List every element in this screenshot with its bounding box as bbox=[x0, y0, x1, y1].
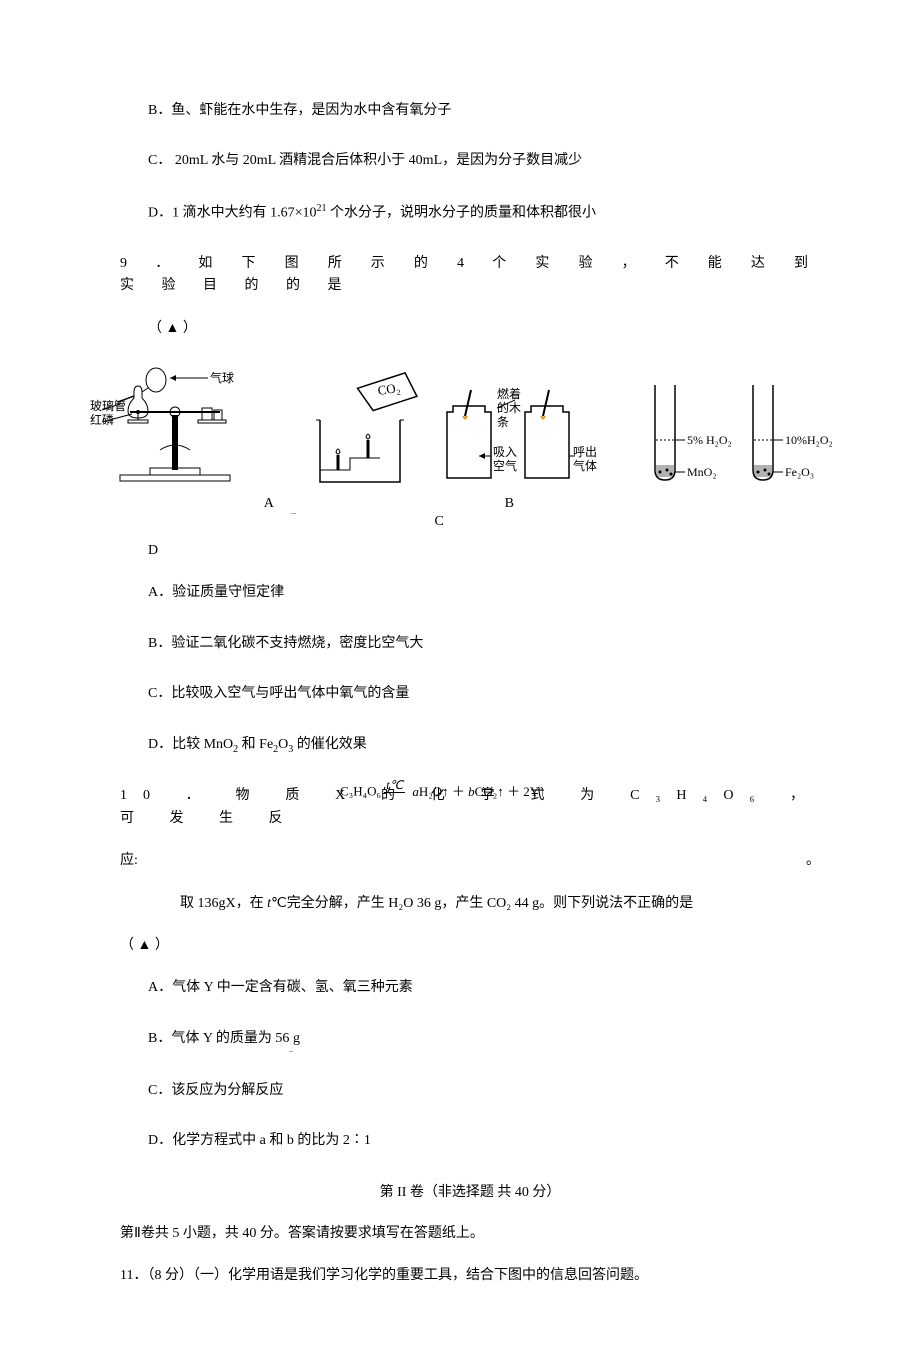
q10-equation: C₃H₄O₆ t℃ aH₂O↑ ＋ bCO₂↑ ＋ 2Y↑ bbox=[340, 779, 546, 806]
q8-option-b: B．鱼、虾能在水中生存，是因为水中含有氧分子 bbox=[148, 100, 820, 122]
dot-accent-icon bbox=[291, 496, 296, 514]
label-red-p: 红磷 bbox=[90, 412, 114, 427]
q9d-p4: 的催化效果 bbox=[293, 737, 367, 752]
q9-stem-line1: 9 ． 如 下 图 所 示 的 4 个 实 验 ， 不 能 达 到 实 验 目 … bbox=[120, 253, 820, 298]
q10-option-a: A．气体 Y 中一定含有碳、氢、氧三种元素 bbox=[148, 977, 820, 999]
lbl-c: C bbox=[435, 514, 445, 529]
balance-svg: 气球 玻璃管 红磷 bbox=[90, 360, 290, 490]
q9-option-c: C．比较吸入空气与呼出气体中氧气的含量 bbox=[148, 683, 820, 705]
label-gas: 气体 bbox=[573, 458, 597, 473]
q10-bracket: （ ▲ ） bbox=[120, 935, 820, 957]
q10-option-b: B．气体 Y 的质量为 56 g bbox=[148, 1028, 820, 1052]
q9-figure-row: 气球 玻璃管 红磷 CO₂ bbox=[90, 360, 820, 490]
q8d-prefix: D．1 滴水中大约有 1.67×10 bbox=[148, 205, 317, 220]
eq-left: C₃H₄O₆ bbox=[340, 784, 381, 799]
q10-option-d: D．化学方程式中 a 和 b 的比为 2∶1 bbox=[148, 1130, 820, 1152]
q9-figure-d: 5% H₂O₂ MnO₂ 10%H₂O₂ Fe₂O₃ bbox=[645, 370, 865, 490]
q10-stem2: 应: 。 bbox=[120, 850, 820, 872]
q9-figure-label-d: D bbox=[148, 540, 820, 562]
label-glass-tube: 玻璃管 bbox=[90, 398, 126, 413]
exam-page: B．鱼、虾能在水中生存，是因为水中含有氧分子 C． 20mL 水与 20mL 酒… bbox=[0, 0, 920, 1368]
section2-header: 第 II 卷（非选择题 共 40 分） bbox=[120, 1181, 820, 1201]
eq-cond: t℃ bbox=[384, 779, 405, 793]
q8d-exp: 21 bbox=[317, 203, 327, 214]
bottles-svg: 燃着 的木 条 吸入 空气 呼出 气体 bbox=[435, 370, 645, 490]
q9-option-d: D．比较 MnO2 和 Fe2O3 的催化效果 bbox=[148, 734, 820, 758]
q9d-p3: O bbox=[278, 737, 288, 752]
label-co2: CO₂ bbox=[377, 380, 401, 398]
q11-stem: 11．（8 分）（一）化学用语是我们学习化学的重要工具，结合下图中的信息回答问题… bbox=[120, 1265, 820, 1287]
q9d-p1: D．比较 MnO bbox=[148, 737, 233, 752]
q10-detail: 取 136gX，在 t℃完全分解，产生 H₂O 36 g，产生 CO₂ 44 g… bbox=[180, 893, 820, 915]
label-burning: 燃着 bbox=[497, 386, 521, 401]
label-fe2o3: Fe₂O₃ bbox=[785, 465, 814, 479]
section2-intro: 第Ⅱ卷共 5 小题，共 40 分。答案请按要求填写在答题纸上。 bbox=[120, 1223, 820, 1245]
tubes-svg: 5% H₂O₂ MnO₂ 10%H₂O₂ Fe₂O₃ bbox=[645, 370, 865, 490]
eq-arrow: t℃ bbox=[384, 779, 405, 806]
q9-figure-a: 气球 玻璃管 红磷 bbox=[90, 360, 290, 490]
q9-figure-c: 燃着 的木 条 吸入 空气 呼出 气体 bbox=[435, 370, 645, 490]
label-inhale: 吸入 bbox=[493, 445, 517, 459]
q8-option-d: D．1 滴水中大约有 1.67×1021 个水分子，说明水分子的质量和体积都很小 bbox=[148, 201, 820, 225]
co2-pour-svg: CO₂ bbox=[290, 370, 435, 490]
label-balloon: 气球 bbox=[210, 370, 234, 385]
dot-accent-icon bbox=[289, 1028, 293, 1052]
lbl-a: A bbox=[264, 496, 274, 511]
q9-figure-label-line: A B C bbox=[120, 496, 820, 530]
q9d-p2: 和 Fe bbox=[238, 737, 273, 752]
q9-option-a: A．验证质量守恒定律 bbox=[148, 582, 820, 604]
label-stick: 条 bbox=[497, 415, 509, 429]
label-10h2o2: 10%H₂O₂ bbox=[785, 433, 833, 447]
eq-right: aH₂O↑ ＋ bCO₂↑ ＋ 2Y↑ bbox=[412, 784, 545, 799]
label-5h2o2: 5% H₂O₂ bbox=[687, 433, 732, 447]
label-air: 空气 bbox=[493, 458, 517, 473]
q10-stem2-right: 。 bbox=[806, 850, 820, 872]
q9-stem-line2: （ ▲ ） bbox=[148, 318, 820, 340]
q9-figure-b: CO₂ bbox=[290, 370, 435, 490]
q10-stem2-left: 应: bbox=[120, 850, 138, 872]
label-exhale: 呼出 bbox=[573, 445, 597, 459]
q9-option-b: B．验证二氧化碳不支持燃烧，密度比空气大 bbox=[148, 633, 820, 655]
label-mno2: MnO₂ bbox=[687, 465, 717, 479]
q10-option-c: C．该反应为分解反应 bbox=[148, 1080, 820, 1102]
q8-option-c: C． 20mL 水与 20mL 酒精混合后体积小于 40mL，是因为分子数目减少 bbox=[148, 150, 820, 172]
lbl-b: B bbox=[505, 496, 515, 511]
label-ofwood: 的木 bbox=[497, 400, 521, 415]
q8d-suffix: 个水分子，说明水分子的质量和体积都很小 bbox=[327, 205, 597, 220]
